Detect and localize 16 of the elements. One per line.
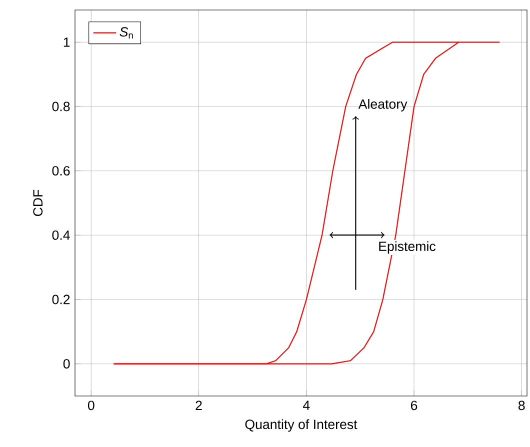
y-tick-label: 0.8 [52,102,70,112]
x-tick-label: 8 [518,400,525,410]
y-tick-label: 0.2 [52,294,70,304]
x-axis-title: Quantity of Interest [245,419,358,432]
annotation: Aleatory [358,99,408,112]
x-tick-label: 0 [88,400,94,410]
y-tick-label: 1 [64,38,70,47]
y-tick-label: 0.6 [52,166,70,176]
y-tick-label: 0.4 [52,230,70,240]
x-tick-label: 2 [196,400,202,410]
y-tick-label: 0 [63,359,70,369]
y-axis-title: CDF [33,190,43,216]
annotation: Epistemic [379,241,436,254]
x-tick-label: 6 [410,400,418,410]
x-tick-label: 4 [302,400,310,410]
legend-label: S$_{n}$ [120,27,133,38]
